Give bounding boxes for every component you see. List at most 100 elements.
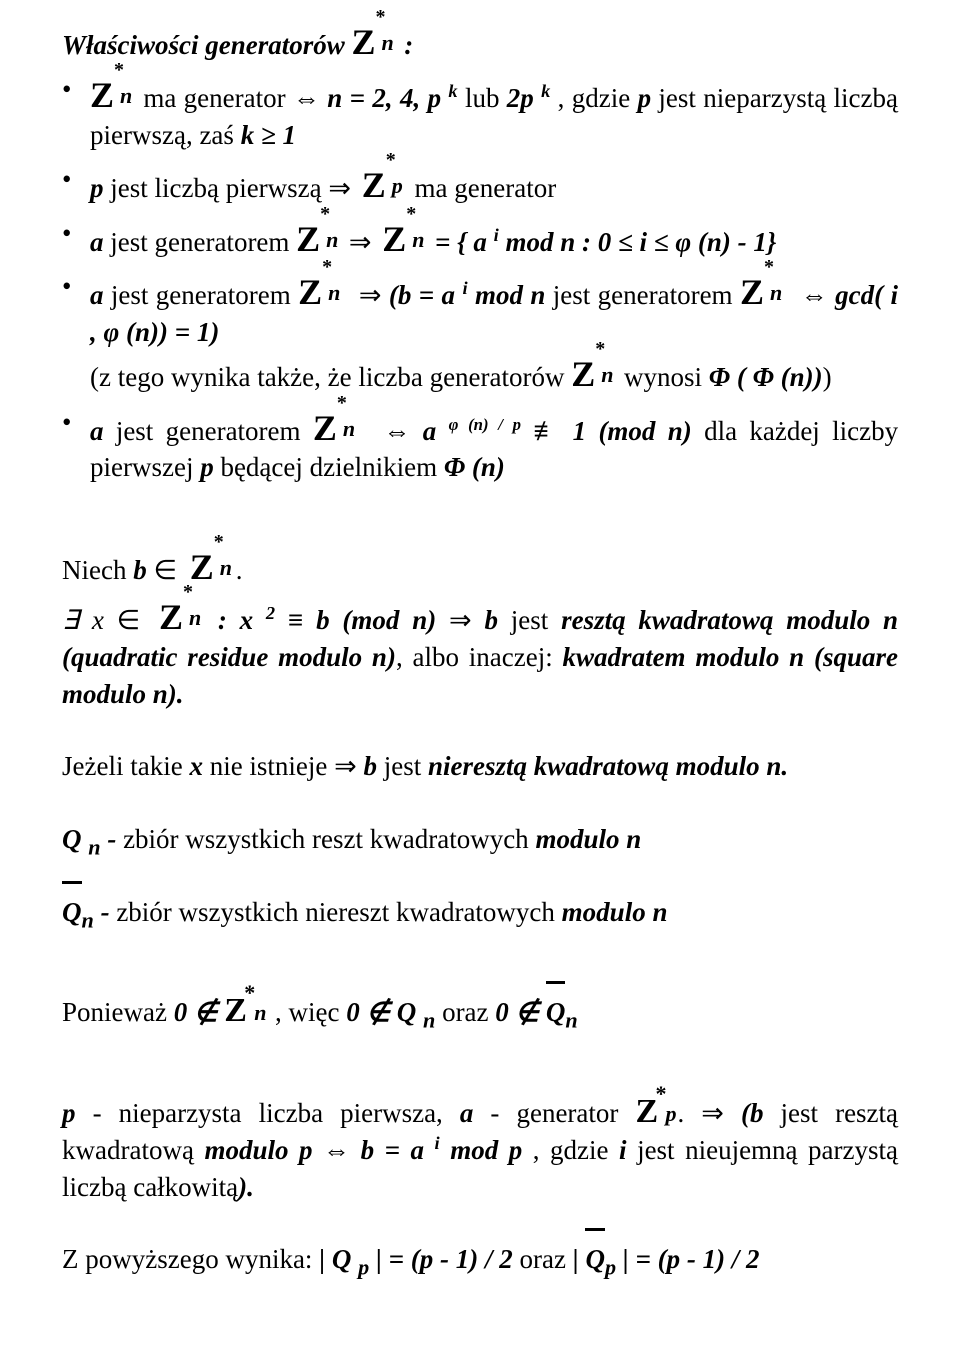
b2-b: jest liczbą pierwszą [110, 173, 328, 203]
jez-b: x [189, 751, 203, 781]
pon-e: oraz [442, 997, 495, 1027]
ex-h: , albo inaczej: [396, 642, 563, 672]
la-d: oraz [520, 1244, 573, 1274]
z-star-n-icon: Z * n [224, 988, 268, 1014]
pl-j: mod p [450, 1135, 522, 1165]
title-t2: : [404, 30, 413, 60]
z-star-n-icon: Z * n [159, 593, 205, 619]
iff: ⇔ [293, 83, 320, 113]
imp: ⇒ [328, 173, 351, 203]
pon-sub1: n [423, 1008, 435, 1033]
b5-exp: φ (n) / p [449, 415, 521, 434]
pl-k: , gdzie [533, 1135, 619, 1165]
b4-h: wynosi [624, 362, 709, 392]
z-star-n-icon: Z * n [740, 268, 786, 294]
qnb-d: modulo n [562, 897, 668, 927]
pon-sub2: n [565, 1008, 577, 1033]
b2-a: p [90, 173, 104, 203]
b1-k2: k [541, 81, 550, 101]
b4-g: (z tego wynika także, że liczba generato… [90, 362, 571, 392]
la-c: | = (p - 1) / 2 [376, 1244, 513, 1274]
imp: ⇒ [359, 280, 382, 310]
q-bar-icon: Q [585, 1241, 605, 1278]
b5-d: ≢ 1 (mod n) [533, 416, 691, 446]
qnb-b: - [101, 897, 117, 927]
bullet-2: • p jest liczbą pierwszą ⇒ Z * p ma gene… [62, 161, 898, 206]
b5-g: będącej dzielnikiem [220, 452, 443, 482]
bullet-5: • a jest generatorem Z * n ⇔ a φ (n) / p… [62, 404, 898, 486]
pl-n: ). [238, 1172, 254, 1202]
b4-a: a [90, 280, 104, 310]
q-bar-icon: Q [546, 994, 566, 1031]
b1-a: ma generator [143, 83, 293, 113]
b1-f: p [638, 83, 652, 113]
pl-h: modulo p [204, 1135, 323, 1165]
bullet-dot: • [62, 161, 90, 206]
b4-b: jest generatorem [111, 280, 298, 310]
pon-c: , więc [275, 997, 346, 1027]
pl-a: p [62, 1098, 76, 1128]
ex-two: 2 [266, 603, 275, 623]
ex-e: jest [511, 605, 561, 635]
niec-c: ∈ [153, 555, 177, 585]
ex-a: ∃ x [62, 605, 117, 635]
pl-d: - generator [490, 1098, 635, 1128]
b1-d: 2p [507, 83, 541, 113]
pon-qbar-q: Q [546, 997, 566, 1027]
imp: ⇒ [334, 751, 357, 781]
pl-b: - nieparzysta liczba pierwsza, [93, 1098, 460, 1128]
pon-a: Ponieważ [62, 997, 174, 1027]
jez-line: Jeżeli takie x nie istnieje ⇒ b jest nie… [62, 748, 898, 785]
b4-hh: Φ ( Φ (n)) [709, 362, 823, 392]
pon-f: 0 ∉ [495, 997, 546, 1027]
pl-f: (b [741, 1098, 764, 1128]
z-star-n-icon: Z * n [352, 18, 398, 46]
bullet-dot: • [62, 71, 90, 153]
qnb-a: Q [62, 897, 82, 927]
niec-b: b [133, 555, 153, 585]
z-star-n-icon: Z * n [313, 404, 359, 430]
b3-a: a [90, 227, 104, 257]
z-star-n-icon: Z * n [382, 215, 428, 241]
b5-b: jest generatorem [116, 416, 313, 446]
niec-d: . [236, 555, 243, 585]
la-sub2: p [605, 1255, 616, 1280]
q-bar-icon: Q [62, 894, 82, 931]
qn-d: modulo n [535, 824, 641, 854]
b1-h: k ≥ 1 [241, 120, 296, 150]
bullet-dot: • [62, 215, 90, 260]
pl-e: . [677, 1098, 701, 1128]
qn-a: Q [62, 824, 88, 854]
z-star-n-icon: Z * n [296, 215, 342, 241]
b2-c: ma generator [415, 173, 557, 203]
iff: ⇔ [383, 416, 410, 446]
bullet-dot: • [62, 268, 90, 395]
pon-b: 0 ∉ [174, 997, 225, 1027]
z-star-n-icon: Z * n [90, 71, 136, 97]
b1-b: n = 2, 4, p [327, 83, 448, 113]
z-star-n-icon: Z * n [298, 268, 344, 294]
jez-c: nie istnieje [210, 751, 334, 781]
z-star-p-icon: Z * p [362, 161, 408, 187]
ex-b: : x [218, 605, 266, 635]
b1-c: lub [465, 83, 507, 113]
pon-line: Ponieważ 0 ∉ Z * n , więc 0 ∉ Q n oraz 0… [62, 988, 898, 1031]
qnb-c: zbiór wszystkich niereszt kwadratowych [116, 897, 561, 927]
b5-a: a [90, 416, 104, 446]
ex-aa: ∈ [117, 605, 141, 635]
qnbar-line: Q n - zbiór wszystkich niereszt kwadrato… [62, 894, 898, 931]
jez-e: jest [384, 751, 428, 781]
pl-l: i [619, 1135, 627, 1165]
pon-d: 0 ∉ Q [346, 997, 423, 1027]
b4-e: jest generatorem [553, 280, 740, 310]
imp: ⇒ [349, 227, 372, 257]
b3-c: = { a [435, 227, 494, 257]
b3-b: jest generatorem [110, 227, 296, 257]
last-line: Z powyższego wynika: | Q p | = (p - 1) /… [62, 1241, 898, 1278]
b3-d: mod n : 0 ≤ i ≤ φ (n) - 1} [505, 227, 776, 257]
qnb-sub: n [82, 907, 94, 932]
jez-f: nieresztą kwadratową modulo n. [428, 751, 788, 781]
imp: ⇒ [449, 605, 472, 635]
b4-supi: i [462, 278, 467, 298]
bullet-dot: • [62, 404, 90, 486]
